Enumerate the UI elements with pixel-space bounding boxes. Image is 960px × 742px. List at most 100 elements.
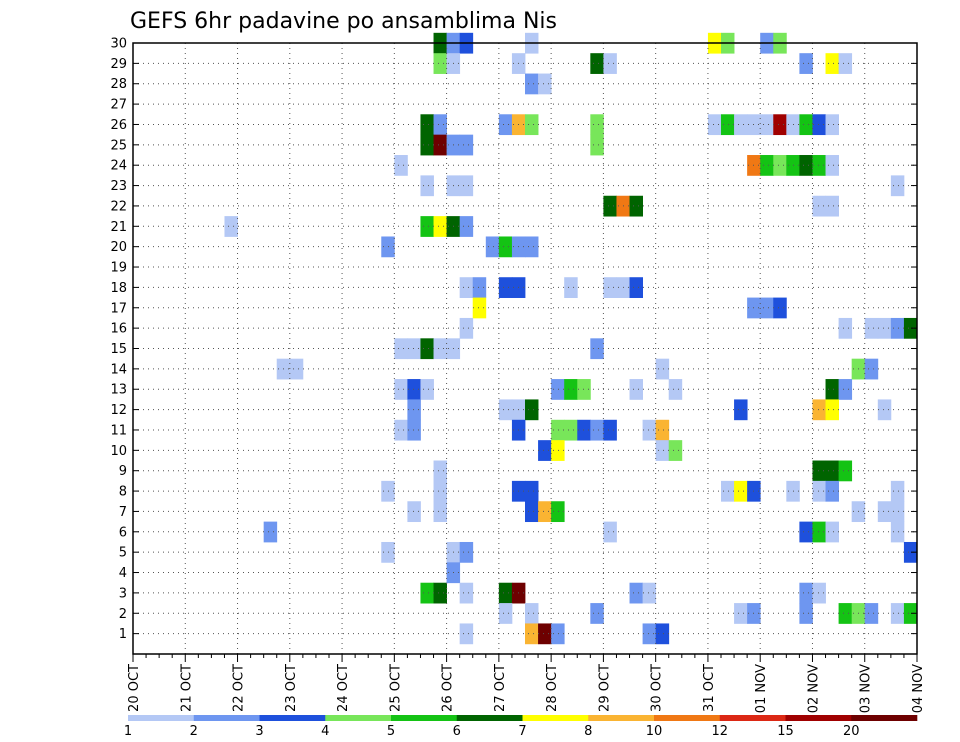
heatmap-cell (799, 114, 813, 136)
heatmap-cell (825, 195, 839, 217)
heatmap-cell (629, 195, 643, 217)
heatmap-cell (420, 134, 434, 156)
heatmap-cell (485, 236, 500, 258)
colorbar-label: 8 (584, 724, 592, 739)
heatmap-cell (812, 582, 826, 604)
heatmap-cell (890, 521, 905, 543)
heatmap-cell (642, 623, 657, 645)
heatmap-cell (838, 317, 853, 339)
heatmap-cell (224, 216, 238, 237)
colorbar-label: 15 (777, 724, 794, 739)
y-tick-label: 27 (110, 98, 127, 113)
heatmap-cell (433, 480, 447, 502)
y-tick-label: 29 (110, 57, 127, 72)
y-tick-label: 12 (110, 403, 127, 418)
heatmap-cell (655, 358, 670, 380)
heatmap-cell (603, 53, 617, 74)
colorbar: 1 2 3 4 5 6 7 8 10 12 15 20 (124, 715, 918, 739)
heatmap-cell (812, 114, 826, 136)
heatmap-cell (394, 419, 408, 441)
colorbar-label: 5 (387, 724, 395, 739)
heatmap-cell (773, 297, 787, 319)
x-tick-layer: 20 OCT 21 OCT 22 OCT 23 OCT 24 OCT 25 OCT 26 O… (127, 654, 926, 713)
heatmap-cell (459, 277, 474, 298)
heatmap-cell (551, 501, 565, 523)
y-tick-label: 5 (119, 546, 127, 561)
colorbar-swatch (193, 715, 260, 721)
heatmap-cell (420, 582, 434, 604)
heatmap-cell (838, 53, 853, 74)
heatmap-cell (407, 501, 421, 523)
heatmap-cell (459, 541, 474, 563)
heatmap-cell (721, 114, 735, 136)
heatmap-cell (890, 480, 905, 502)
x-tick-label: 04 NOV (911, 664, 926, 713)
x-tick-label: 23 OCT (284, 664, 299, 712)
colorbar-swatch (456, 715, 523, 721)
heatmap-cell (551, 623, 565, 645)
colorbar-label: 10 (646, 724, 663, 739)
heatmap-cell (525, 501, 539, 523)
heatmap-cell (629, 379, 643, 400)
x-tick-label: 01 NOV (754, 664, 769, 713)
y-tick-label: 26 (110, 118, 127, 133)
heatmap-cell (760, 297, 774, 319)
heatmap-cell (825, 521, 839, 543)
heatmap-cell (459, 317, 474, 339)
x-tick-label: 25 OCT (388, 664, 403, 712)
heatmap-cell (734, 603, 748, 624)
heatmap-cell (525, 623, 539, 645)
heatmap-cell (459, 175, 474, 197)
heatmap-cell (877, 399, 892, 421)
heatmap-cell (799, 521, 813, 543)
heatmap-cell (590, 419, 604, 441)
heatmap-cell (890, 603, 905, 624)
heatmap-cell (407, 338, 421, 360)
heatmap-cell (551, 379, 565, 400)
cells-layer (224, 32, 918, 645)
heatmap-cell (825, 399, 839, 421)
x-tick-label: 29 OCT (597, 664, 612, 712)
heatmap-cell (525, 399, 539, 421)
heatmap-cell (890, 317, 905, 339)
y-tick-label: 18 (110, 281, 127, 296)
y-tick-label: 11 (110, 423, 127, 438)
heatmap-cell (289, 358, 304, 380)
colorbar-label: 4 (321, 724, 329, 739)
heatmap-cell (734, 399, 748, 421)
heatmap-cell (394, 338, 408, 360)
heatmap-cell (420, 338, 434, 360)
heatmap-cell (263, 521, 278, 543)
heatmap-cell (903, 317, 918, 339)
plot-frame (132, 42, 918, 655)
x-tick-label: 22 OCT (232, 664, 247, 712)
heatmap-cell (590, 134, 604, 156)
heatmap-cell (564, 277, 578, 298)
heatmap-cell (668, 379, 683, 400)
colorbar-swatch (259, 715, 326, 721)
heatmap-cell (498, 114, 513, 136)
y-tick-layer: 1234567891011121314151617181920212223242… (110, 37, 917, 642)
colorbar-swatch (391, 715, 458, 721)
heatmap-cell (525, 603, 539, 624)
heatmap-cell (799, 582, 813, 604)
heatmap-cell (538, 440, 552, 461)
heatmap-cell (864, 603, 879, 624)
heatmap-cell (864, 358, 879, 380)
colorbar-swatch (719, 715, 786, 721)
heatmap-cell (603, 277, 617, 298)
heatmap-cell (472, 277, 487, 298)
heatmap-cell (890, 501, 905, 523)
y-tick-label: 13 (110, 383, 127, 398)
heatmap-cell (903, 603, 918, 624)
heatmap-cell (394, 379, 408, 400)
heatmap-cell (394, 155, 408, 176)
y-tick-label: 23 (110, 179, 127, 194)
heatmap-cell (459, 216, 474, 237)
heatmap-cell (603, 521, 617, 543)
heatmap-cell (877, 501, 892, 523)
heatmap-cell (603, 419, 617, 441)
heatmap-cell (433, 134, 447, 156)
heatmap-cell (734, 480, 748, 502)
heatmap-cell (590, 338, 604, 360)
